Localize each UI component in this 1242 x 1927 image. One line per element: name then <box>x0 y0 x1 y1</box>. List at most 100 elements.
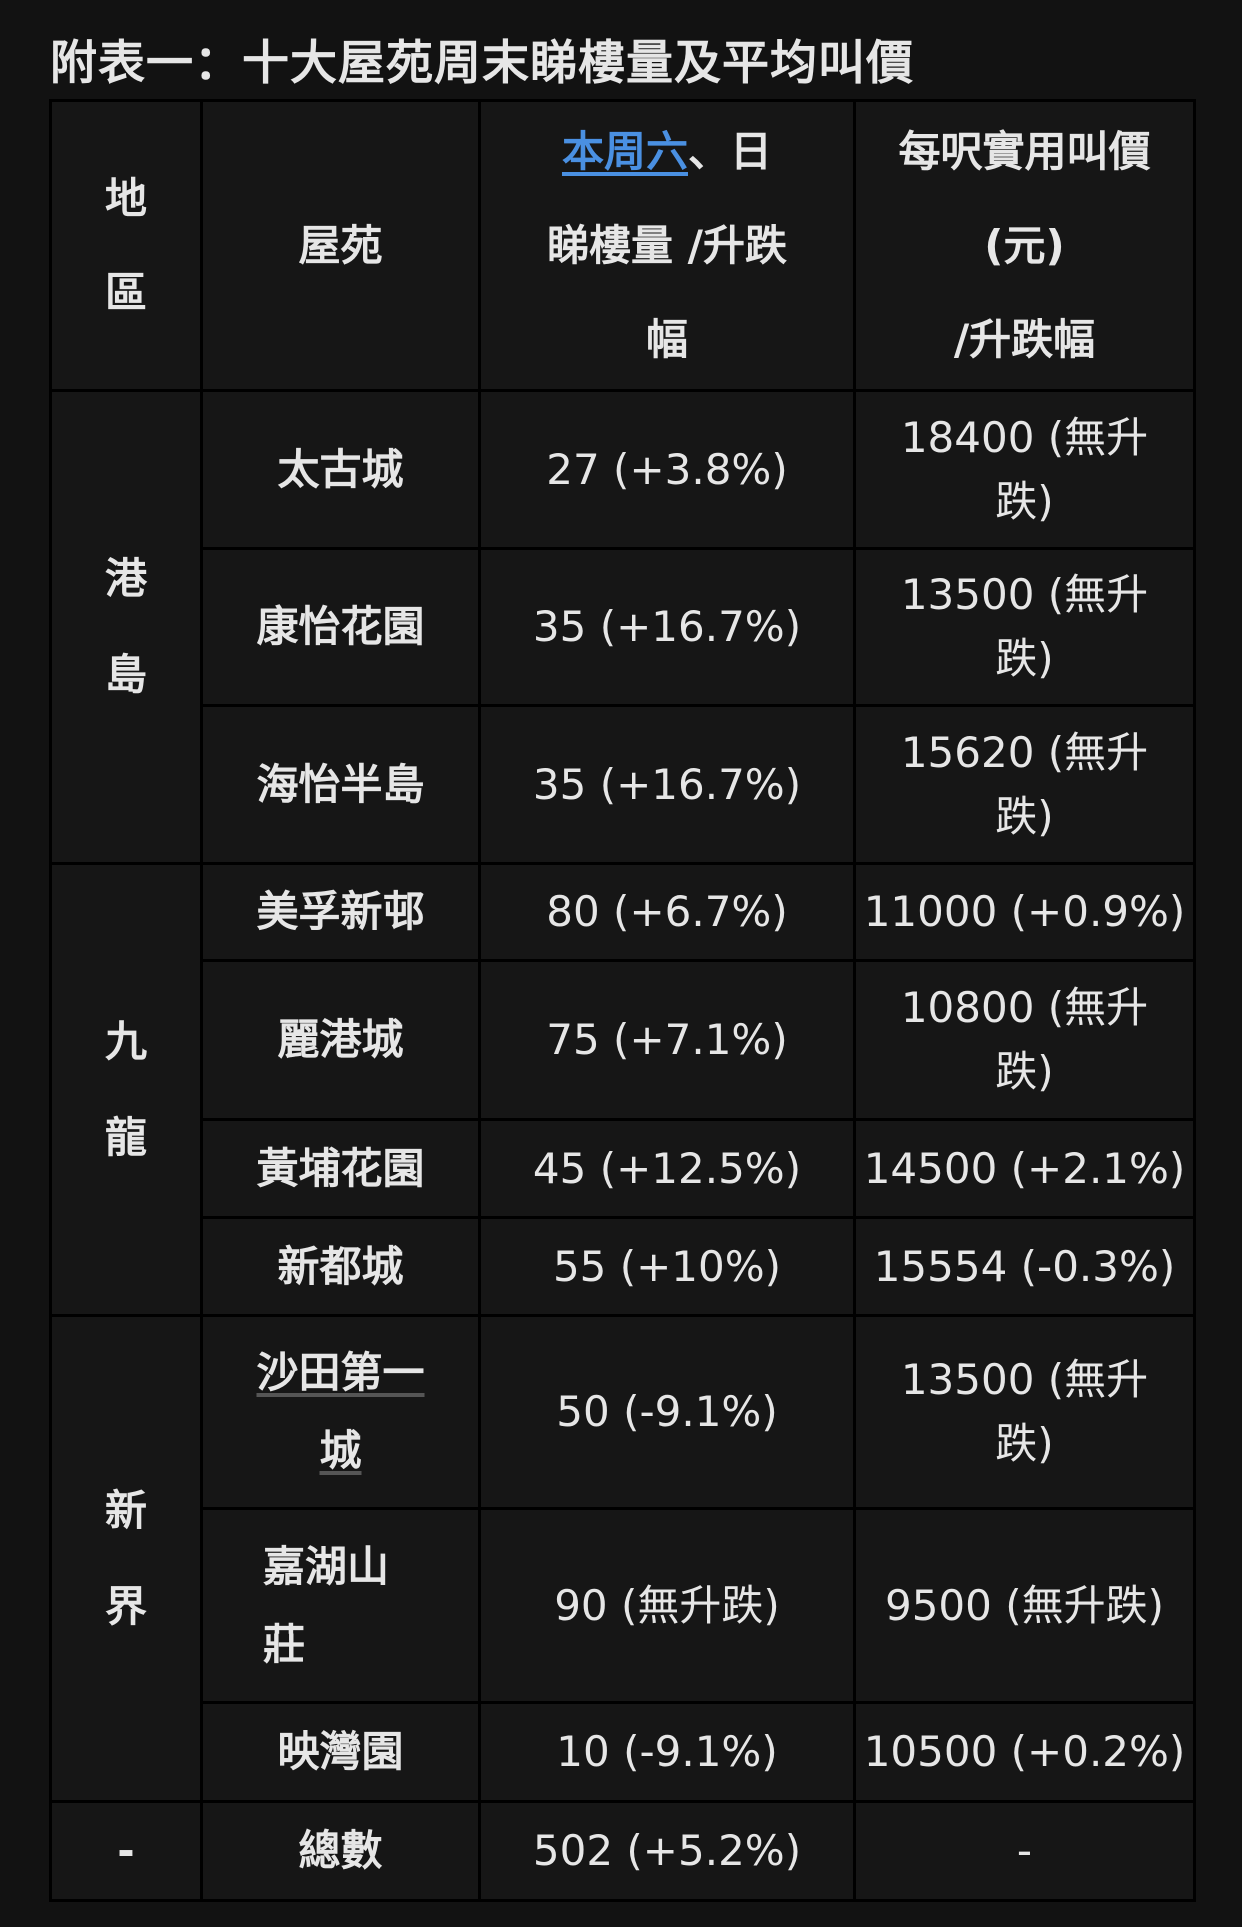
estate-cell: 沙田第一城 <box>200 1314 481 1510</box>
price-cell: 10500 (+0.2%) <box>853 1701 1196 1803</box>
estate-cell: 康怡花園 <box>200 547 481 707</box>
table-row: 港島太古城 27 (+3.8%) 18400 (無升 跌) <box>49 389 1196 865</box>
table-row: 康怡花園 35 (+16.7%) 13500 (無升 跌) <box>51 547 1196 707</box>
region-label: 島 <box>104 650 147 699</box>
estate-cell: 嘉湖山莊 <box>200 1507 481 1704</box>
estate-name: 沙田第一 <box>256 1348 425 1397</box>
region-cell: 九龍 <box>49 862 203 1317</box>
table-row: 九龍 美孚新邨 80 (+6.7%) 11000 (+0.9%) <box>49 862 1196 1317</box>
estate-name: 康怡花園 <box>256 602 425 651</box>
header-viewings-text: 、日 <box>688 126 773 176</box>
estate-name: 城 <box>319 1426 362 1475</box>
table-row: - 總數 502 (+5.2%) - <box>49 1800 1196 1902</box>
estate-cell: 太古城 <box>200 389 481 550</box>
estate-name: 太古城 <box>277 444 404 494</box>
price-line: 13500 (無升 <box>900 570 1149 619</box>
table-row: 黃埔花園 45 (+12.5%) 14500 (+2.1%) <box>51 1118 1196 1219</box>
price-line: 9500 (無升跌) <box>884 1580 1164 1630</box>
region-cell: - <box>49 1800 203 1902</box>
estate-viewings-table: 地區 屋苑 本周六、日睇樓量 /升跌幅 每呎實用叫價 (元) /升跌幅 港島 太古城 2… <box>49 99 1196 1902</box>
header-region: 地區 <box>49 99 203 392</box>
estate-cell: 美孚新邨 <box>200 862 481 962</box>
viewings-cell: 75 (+7.1%) <box>478 959 856 1121</box>
region-cell: 港島 <box>49 389 203 865</box>
estate-name: 新都城 <box>277 1241 404 1291</box>
table-row: 海怡半島 35 (+16.7%) 15620 (無升 跌) <box>51 704 1196 865</box>
estate-name: 嘉湖山 <box>263 1541 390 1591</box>
price-cell: 15620 (無升 跌) <box>853 704 1196 865</box>
price-cell: - <box>853 1800 1196 1902</box>
price-line: 跌) <box>995 476 1054 526</box>
estate-cell: 海怡半島 <box>200 704 481 865</box>
price-cell: 11000 (+0.9%) <box>853 862 1196 962</box>
header-price: 每呎實用叫價 (元) /升跌幅 <box>853 99 1196 392</box>
header-region-line: 地 <box>104 173 147 223</box>
price-line: 14500 (+2.1%) <box>863 1143 1186 1193</box>
price-cell: 14500 (+2.1%) <box>853 1118 1196 1219</box>
header-viewings: 本周六、日睇樓量 /升跌幅 <box>478 99 856 392</box>
header-price-line: /升跌幅 <box>953 314 1096 364</box>
estate-cell: 總數 <box>200 1800 481 1902</box>
table-row: 嘉湖山莊 90 (無升跌) 9500 (無升跌) <box>51 1507 1196 1704</box>
price-line: 跌) <box>995 1419 1054 1468</box>
viewings-cell: 502 (+5.2%) <box>478 1800 856 1902</box>
estate-cell: 黃埔花園 <box>200 1118 481 1219</box>
price-line: 15620 (無升 <box>900 727 1149 777</box>
price-line: 跌) <box>995 634 1054 683</box>
region-label: 龍 <box>104 1112 147 1162</box>
region-label: - <box>117 1826 135 1875</box>
estate-name: 美孚新邨 <box>256 887 425 936</box>
viewings-cell: 27 (+3.8%) <box>478 389 856 550</box>
table-row: 映灣園 10 (-9.1%) 10500 (+0.2%) <box>51 1701 1196 1803</box>
region-label: 港 <box>104 554 147 603</box>
price-cell: 10800 (無升 跌) <box>853 959 1196 1121</box>
header-viewings-text: 睇樓量 /升跌 <box>547 220 787 270</box>
header-region-line: 區 <box>104 267 147 317</box>
price-cell: 18400 (無升 跌) <box>853 389 1196 550</box>
region-label: 界 <box>104 1581 147 1631</box>
estate-name: 海怡半島 <box>256 759 425 809</box>
estate-cell: 新都城 <box>200 1216 481 1317</box>
price-line: 13500 (無升 <box>900 1355 1149 1404</box>
estate-name: 莊 <box>263 1619 306 1669</box>
viewings-cell: 35 (+16.7%) <box>478 547 856 707</box>
estate-name: 總數 <box>298 1826 383 1875</box>
viewings-cell: 50 (-9.1%) <box>478 1314 856 1510</box>
header-price-line: 每呎實用叫價 <box>898 126 1151 176</box>
price-cell: 13500 (無升 跌) <box>853 547 1196 707</box>
estate-cell: 麗港城 <box>200 959 481 1121</box>
viewings-cell: 35 (+16.7%) <box>478 704 856 865</box>
price-cell: 15554 (-0.3%) <box>853 1216 1196 1317</box>
price-line: 11000 (+0.9%) <box>863 887 1186 936</box>
estate-name: 麗港城 <box>277 1015 404 1064</box>
estate-cell: 映灣園 <box>200 1701 481 1803</box>
table-title: 附表一：十大屋苑周末睇樓量及平均叫價 <box>50 36 914 91</box>
viewings-cell: 80 (+6.7%) <box>478 862 856 962</box>
price-line: 10800 (無升 <box>900 983 1149 1032</box>
table-row: 麗港城 75 (+7.1%) 10800 (無升 跌) <box>51 959 1196 1121</box>
viewings-cell: 45 (+12.5%) <box>478 1118 856 1219</box>
viewings-cell: 55 (+10%) <box>478 1216 856 1317</box>
price-cell: 9500 (無升跌) <box>853 1507 1196 1704</box>
price-line: - <box>1016 1826 1033 1875</box>
price-cell: 13500 (無升 跌) <box>853 1314 1196 1510</box>
price-line: 18400 (無升 <box>900 412 1149 462</box>
this-saturday-link[interactable]: 本周六 <box>561 126 688 176</box>
price-line: 15554 (-0.3%) <box>873 1241 1176 1291</box>
viewings-cell: 10 (-9.1%) <box>478 1701 856 1803</box>
table-row: 新界沙田第一城 50 (-9.1%) 13500 (無升 跌) <box>49 1314 1196 1803</box>
viewings-cell: 90 (無升跌) <box>478 1507 856 1704</box>
estate-name: 黃埔花園 <box>256 1143 425 1193</box>
estate-name: 映灣園 <box>277 1727 404 1776</box>
price-line: 跌) <box>995 1047 1054 1096</box>
region-cell: 新界 <box>49 1314 203 1803</box>
region-label: 新 <box>104 1485 147 1535</box>
table-row: 新都城 55 (+10%) 15554 (-0.3%) <box>51 1216 1196 1317</box>
price-line: 10500 (+0.2%) <box>863 1727 1186 1776</box>
header-estate: 屋苑 <box>200 99 481 392</box>
region-label: 九 <box>104 1016 147 1066</box>
header-price-line: (元) <box>984 220 1065 270</box>
price-line: 跌) <box>995 791 1054 841</box>
header-row: 地區 屋苑 本周六、日睇樓量 /升跌幅 每呎實用叫價 (元) /升跌幅 <box>49 99 1196 392</box>
header-viewings-text: 幅 <box>645 314 688 364</box>
